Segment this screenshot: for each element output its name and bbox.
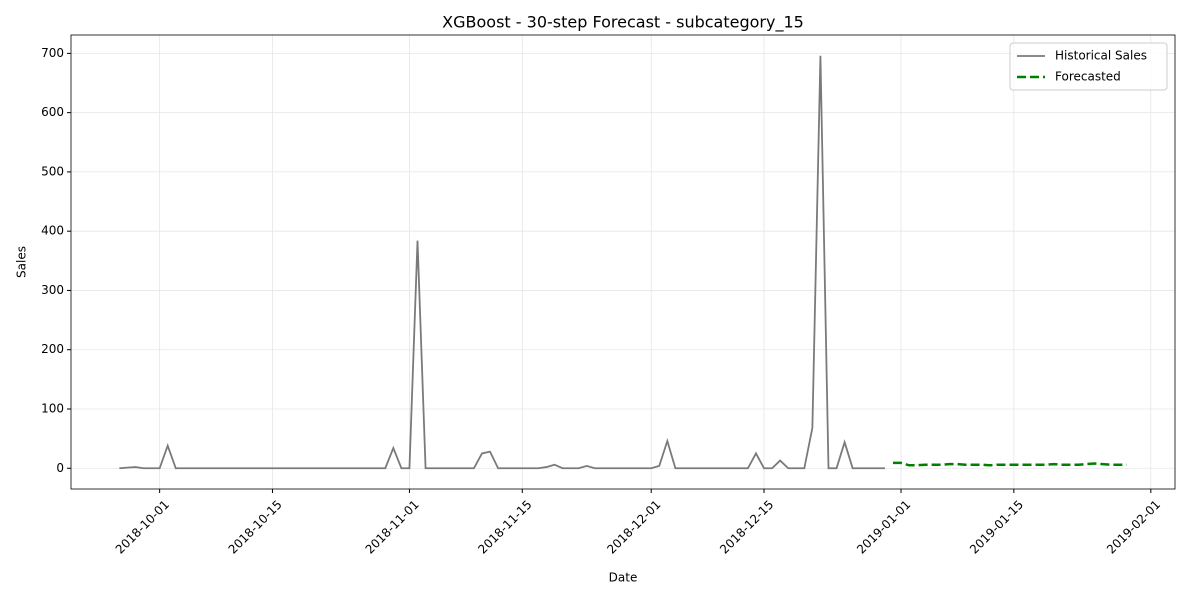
y-tick-label: 200: [41, 342, 64, 356]
y-tick-label: 300: [41, 283, 64, 297]
legend-label: Forecasted: [1055, 70, 1121, 84]
y-tick-label: 400: [41, 224, 64, 238]
y-tick-label: 700: [41, 46, 64, 60]
y-tick-label: 500: [41, 164, 64, 178]
plot-frame: [70, 34, 1176, 490]
y-tick-label: 100: [41, 401, 64, 415]
y-axis-label: Sales: [15, 246, 29, 278]
series-line: [119, 55, 885, 470]
legend-box: [1009, 42, 1168, 91]
y-tick-label: 600: [41, 105, 64, 119]
y-tick-label: 0: [56, 461, 64, 475]
x-axis-label: Date: [609, 571, 638, 585]
legend-label: Historical Sales: [1055, 49, 1147, 63]
chart-title: XGBoost - 30-step Forecast - subcategory…: [442, 13, 804, 33]
series-line: [892, 461, 1127, 467]
